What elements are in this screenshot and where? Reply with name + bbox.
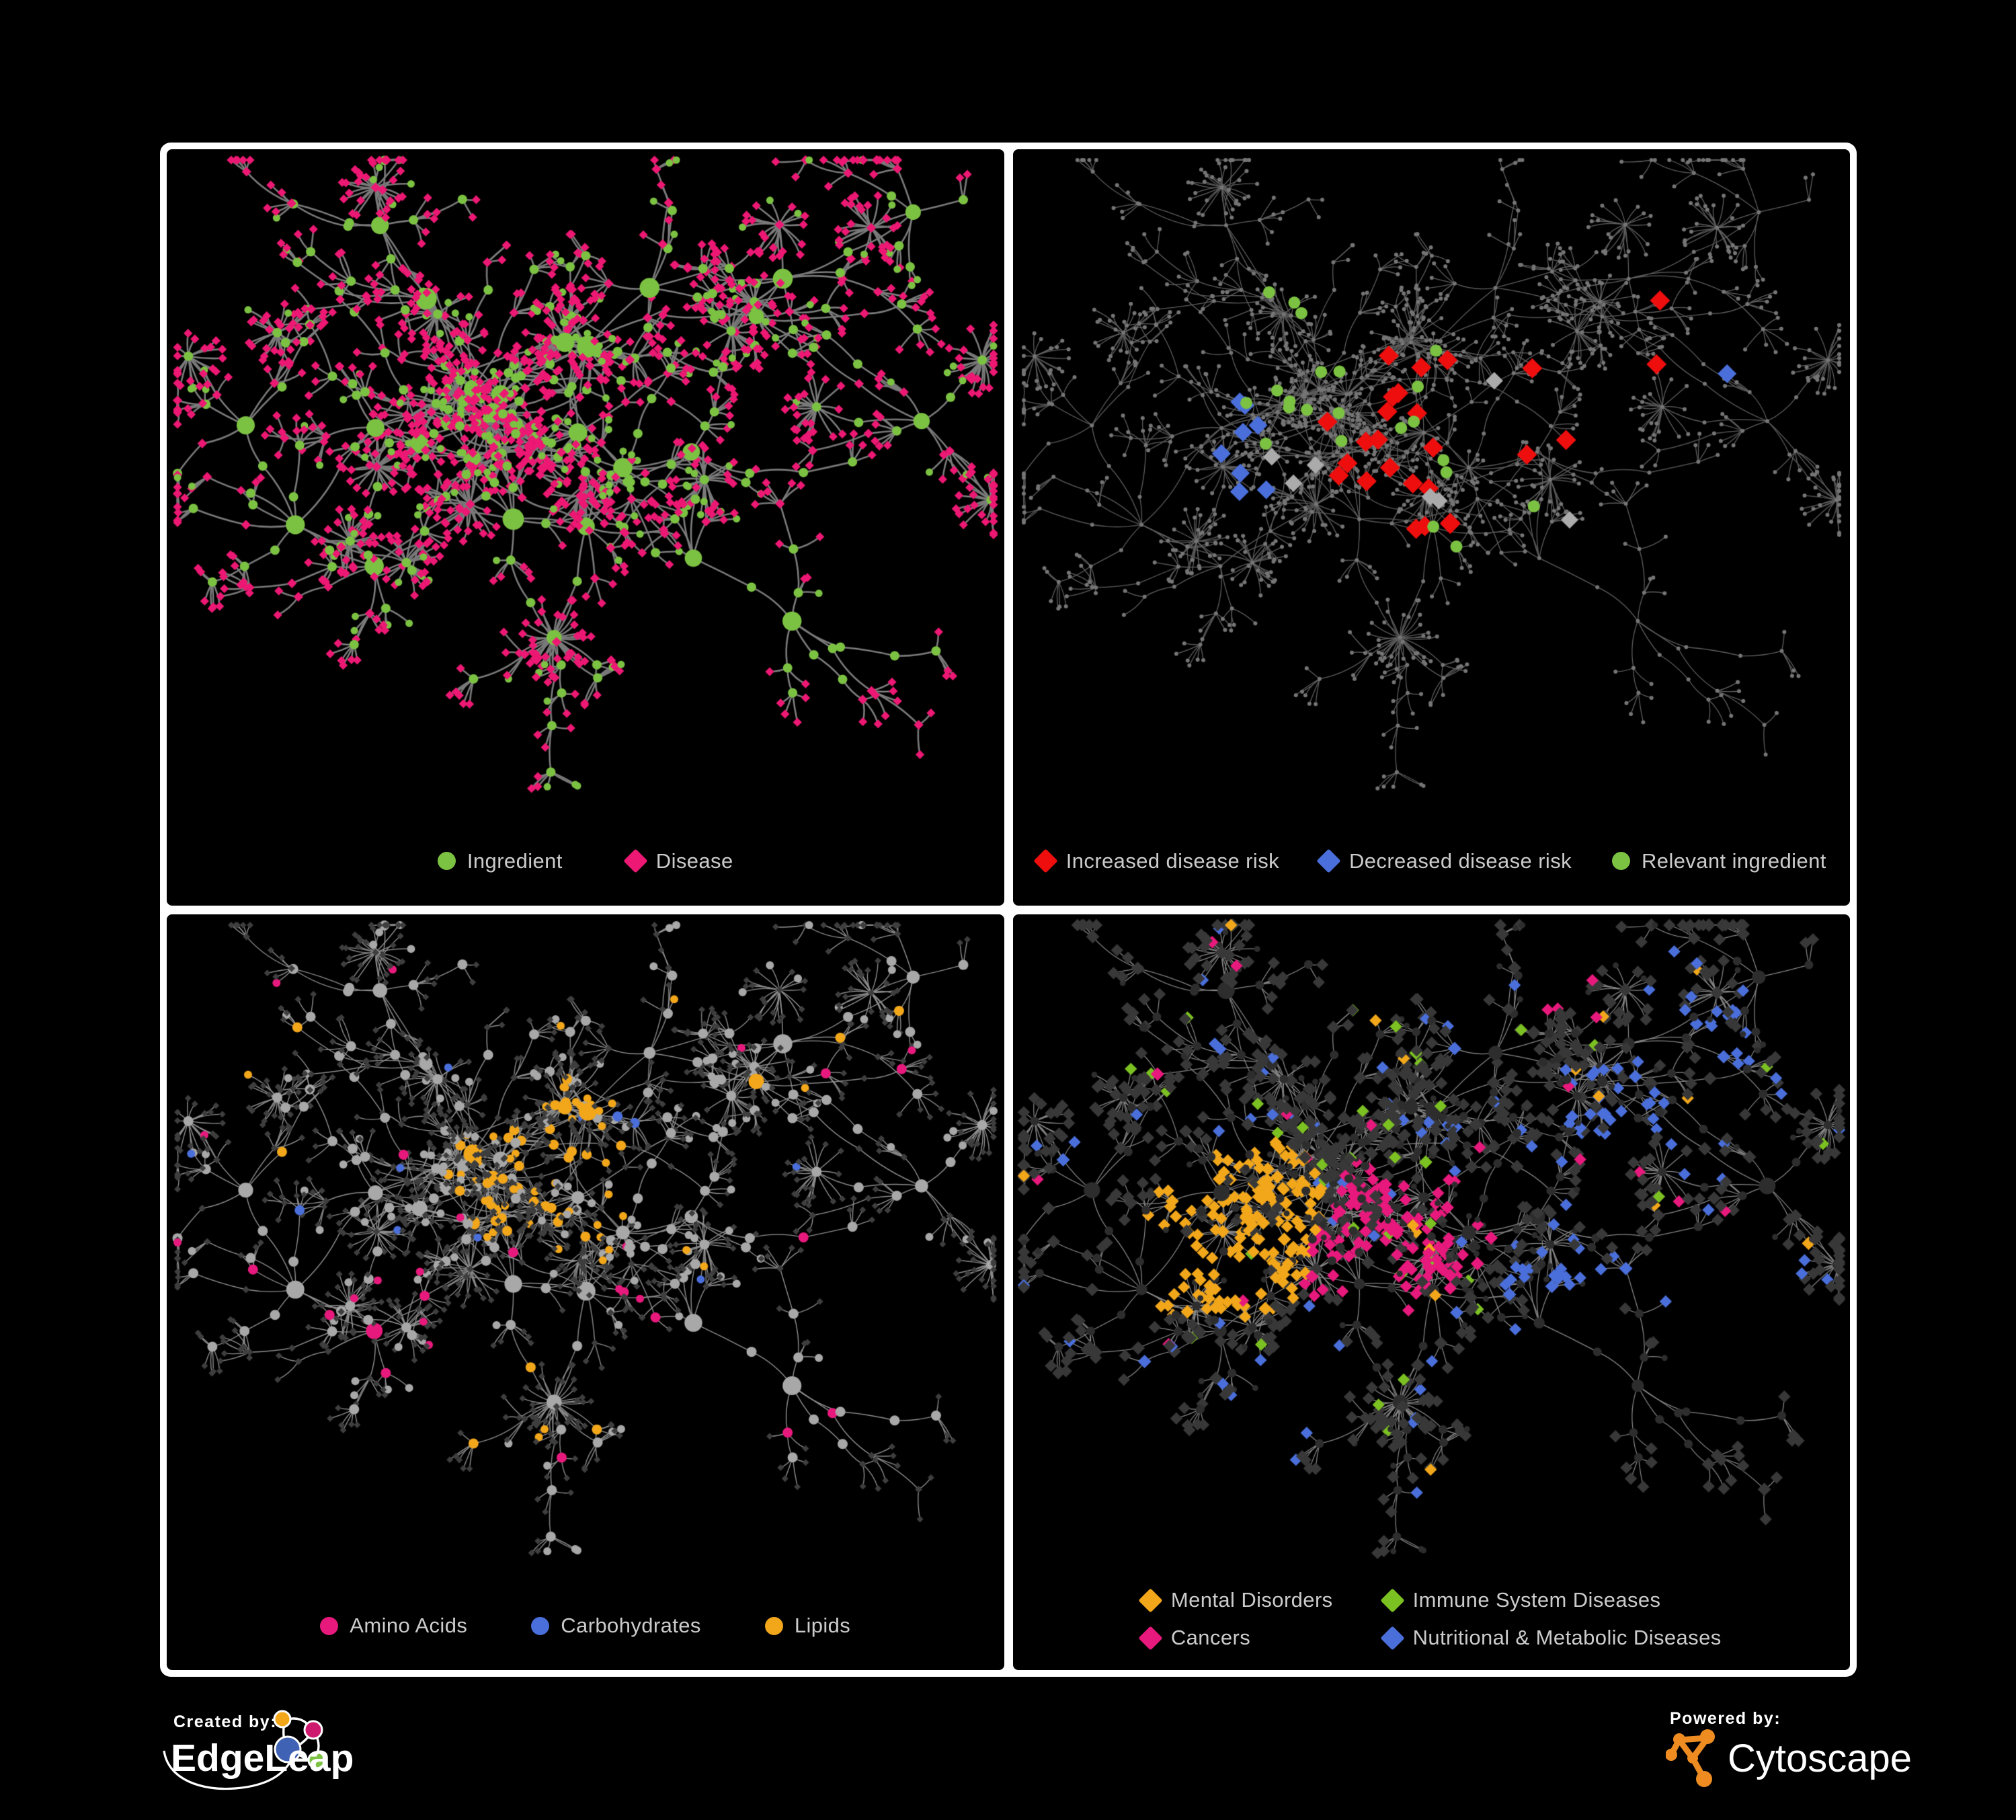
edgeleap-swoosh xyxy=(163,1750,294,1790)
legend-disease-risk: Increased disease risk Decreased disease… xyxy=(1013,848,1851,873)
legend-label: Immune System Diseases xyxy=(1412,1588,1661,1612)
legend-label: Decreased disease risk xyxy=(1349,848,1572,873)
increased-risk-legend-icon xyxy=(1033,848,1058,873)
edgeleap-wordmark: EdgeLeap xyxy=(171,1737,354,1780)
legend-label: Cancers xyxy=(1170,1626,1251,1649)
legend-label: Relevant ingredient xyxy=(1642,848,1826,873)
network-canvas-disease-risk xyxy=(1012,149,1850,906)
network-canvas-ingredient-disease xyxy=(167,149,1004,906)
mental-disorders-legend-icon xyxy=(1138,1587,1163,1613)
legend-item: Relevant ingredient xyxy=(1612,849,1826,873)
carbohydrates-legend-icon xyxy=(531,1616,550,1635)
legend-label: Amino Acids xyxy=(350,1614,468,1637)
legend-item: Cancers xyxy=(1138,1625,1333,1651)
legend-item: Disease xyxy=(623,848,733,873)
metabolic-diseases-legend-icon xyxy=(1379,1625,1405,1651)
decreased-risk-legend-icon xyxy=(1316,848,1341,873)
edgeleap-node-blue xyxy=(274,1735,302,1764)
created-by-label: Created by: xyxy=(173,1712,277,1731)
disease-legend-icon xyxy=(623,848,648,873)
panel-nutrient-classes: Amino Acids Carbohydrates Lipids xyxy=(167,914,1004,1670)
legend-label: Mental Disorders xyxy=(1170,1588,1333,1612)
lipids-legend-icon xyxy=(764,1616,783,1635)
legend-item: Increased disease risk xyxy=(1033,848,1279,873)
legend-item: Carbohydrates xyxy=(531,1614,701,1638)
cytoscape-glyph-icon xyxy=(1666,1729,1715,1787)
legend-label: Lipids xyxy=(794,1614,851,1637)
legend-label: Carbohydrates xyxy=(561,1614,701,1637)
powered-by-label: Powered by: xyxy=(1670,1709,1781,1728)
legend-ingredient-disease: Ingredient Disease xyxy=(167,848,1004,873)
legend-item: Decreased disease risk xyxy=(1316,848,1572,873)
legend-nutrient-classes: Amino Acids Carbohydrates Lipids xyxy=(167,1614,1004,1638)
legend-item: Nutritional & Metabolic Diseases xyxy=(1379,1625,1722,1651)
legend-item: Immune System Diseases xyxy=(1379,1587,1722,1613)
legend-disease-classes: Mental Disorders Cancers Immune System D… xyxy=(1013,1587,1851,1651)
cytoscape-credit: Powered by: Cytoscape xyxy=(1666,1708,1982,1809)
panel-ingredient-disease: Ingredient Disease xyxy=(167,149,1004,906)
ingredient-legend-icon xyxy=(437,852,456,870)
immune-diseases-legend-icon xyxy=(1379,1587,1405,1613)
network-canvas-nutrient-classes xyxy=(167,914,1004,1670)
cytoscape-logo: Powered by: Cytoscape xyxy=(1666,1709,1912,1787)
legend-label: Nutritional & Metabolic Diseases xyxy=(1412,1626,1722,1649)
edgeleap-credit: Created by: EdgeLeap xyxy=(161,1709,450,1817)
cancers-legend-icon xyxy=(1138,1625,1163,1651)
legend-item: Lipids xyxy=(764,1614,851,1638)
panels-board: Ingredient Disease Increased disease ris… xyxy=(160,143,1857,1677)
edgeleap-logo: Created by: EdgeLeap xyxy=(163,1710,354,1790)
panel-disease-classes: Mental Disorders Cancers Immune System D… xyxy=(1012,914,1851,1670)
panel-disease-risk: Increased disease risk Decreased disease… xyxy=(1012,149,1851,906)
edgeleap-node-magenta xyxy=(303,1720,323,1740)
legend-label: Ingredient xyxy=(467,848,563,873)
legend-item: Mental Disorders xyxy=(1138,1587,1333,1613)
cytoscape-wordmark: Cytoscape xyxy=(1728,1737,1912,1780)
legend-item: Amino Acids xyxy=(320,1614,467,1638)
edgeleap-node-orange xyxy=(273,1710,292,1729)
edgeleap-node-green xyxy=(307,1751,326,1770)
legend-item: Ingredient xyxy=(437,848,563,873)
legend-label: Increased disease risk xyxy=(1065,848,1279,873)
network-canvas-disease-classes xyxy=(1012,914,1850,1670)
amino-acids-legend-icon xyxy=(320,1616,339,1635)
relevant-ingredient-legend-icon xyxy=(1612,852,1631,870)
legend-label: Disease xyxy=(655,848,733,873)
